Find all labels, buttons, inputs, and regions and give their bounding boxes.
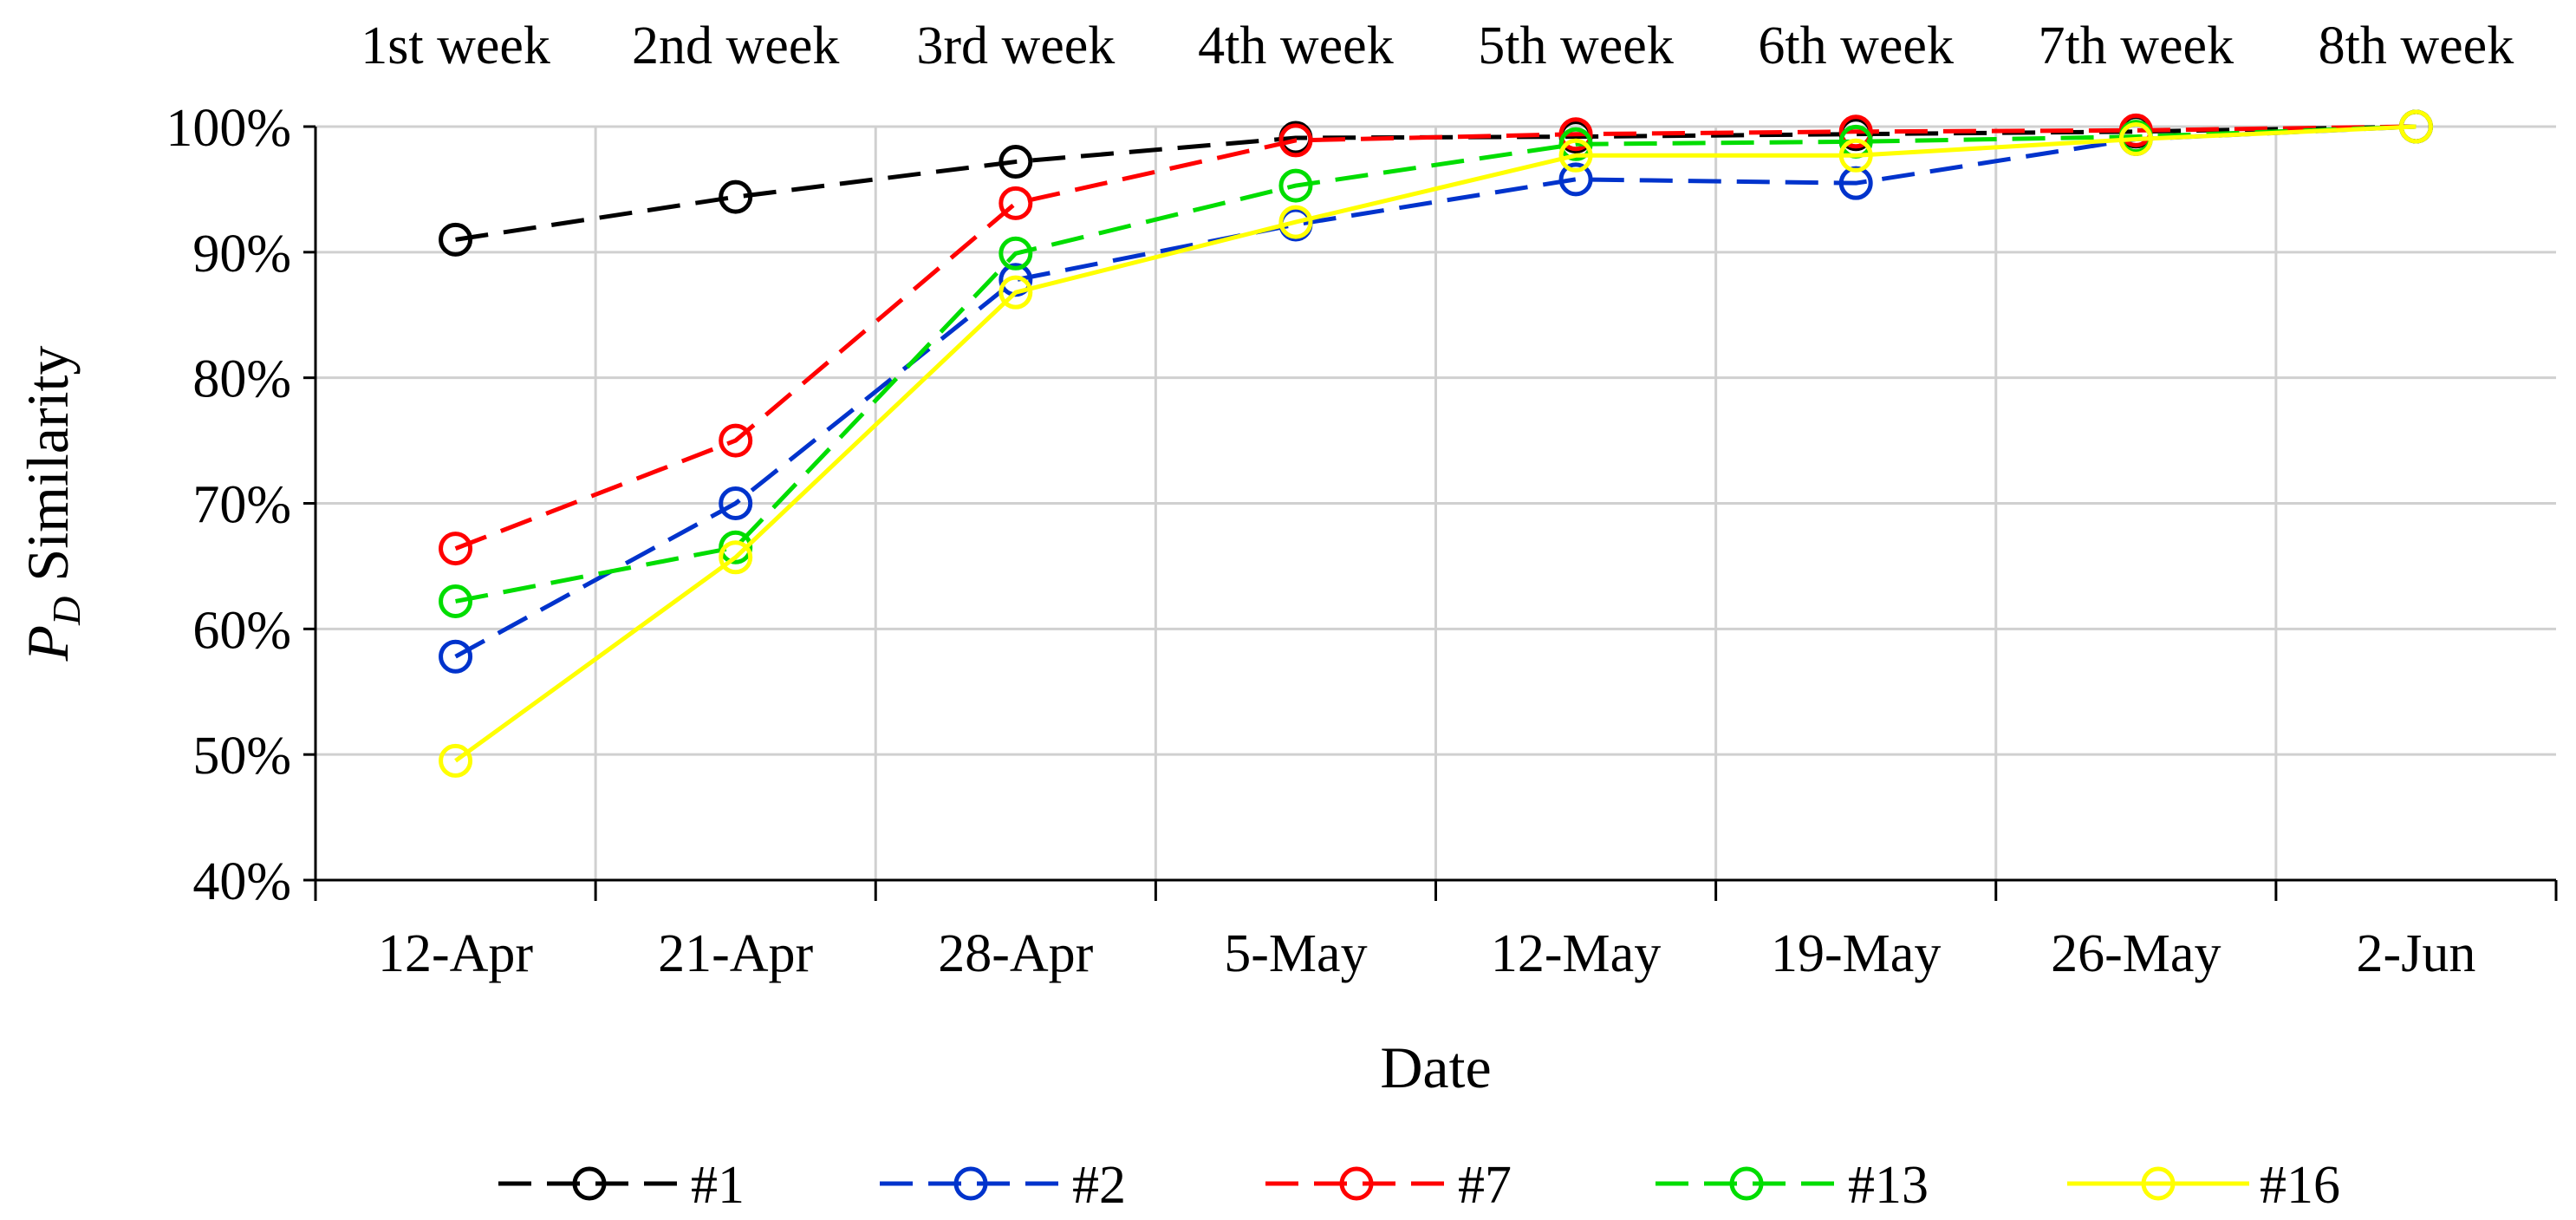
labels-layer: 40% 50% 60% 70% 80% 90% 100% 12-Apr 21-Apr 28-Apr… — [15, 16, 2514, 1100]
series-line — [454, 124, 2417, 551]
y-axis-title-main: P — [15, 625, 81, 662]
y-axis-title-subscript: D — [44, 597, 88, 626]
data-point — [999, 186, 1033, 220]
top-week-label: 6th week — [1758, 16, 1954, 75]
top-week-label: 8th week — [2319, 16, 2514, 75]
x-tick-label: 28-Apr — [938, 924, 1093, 983]
data-point — [1558, 138, 1593, 173]
data-point — [1278, 123, 1313, 158]
data-point — [999, 275, 1033, 310]
x-axis-title: Date — [1380, 1034, 1491, 1100]
legend-marker — [1339, 1166, 1374, 1201]
data-point — [439, 532, 473, 566]
data-point — [2398, 109, 2433, 144]
legend-marker — [2141, 1166, 2176, 1201]
legend-marker — [572, 1166, 607, 1201]
top-week-label: 1st week — [361, 16, 550, 75]
legend-entry: #7 — [1265, 1156, 1512, 1215]
x-tick-label: 12-May — [1491, 924, 1661, 983]
data-point — [719, 486, 753, 520]
data-point — [719, 423, 753, 458]
data-point — [439, 639, 473, 674]
x-tick-label: 12-Apr — [378, 924, 533, 983]
axes-layer — [303, 125, 2558, 901]
data-point — [2118, 121, 2153, 156]
y-tick-label: 80% — [192, 350, 291, 409]
y-axis-title-rest: Similarity — [15, 346, 81, 597]
x-tick-label: 2-Jun — [2357, 924, 2476, 983]
y-tick-label: 60% — [192, 601, 291, 660]
y-tick-label: 90% — [192, 225, 291, 284]
series-line — [454, 124, 2417, 659]
y-tick-label: 50% — [192, 727, 291, 786]
legend-marker — [1729, 1166, 1764, 1201]
top-week-label: 3rd week — [916, 16, 1115, 75]
series-4 — [439, 109, 2433, 778]
y-tick-label: 70% — [192, 476, 291, 535]
series-line — [455, 124, 2417, 603]
legend-marker — [953, 1166, 988, 1201]
y-tick-label: 40% — [192, 852, 291, 911]
data-point — [719, 530, 753, 564]
legend-entry: #16 — [2067, 1156, 2340, 1215]
y-tick-label: 100% — [166, 99, 291, 158]
legend: #1 #2 #7 #13 #16 — [498, 1156, 2340, 1215]
legend-entry: #13 — [1656, 1156, 1929, 1215]
series-3 — [439, 109, 2433, 618]
y-axis-title: PD Similarity — [15, 346, 88, 662]
data-point — [1838, 114, 1873, 149]
legend-label: #7 — [1458, 1156, 1512, 1215]
data-point — [439, 584, 473, 618]
legend-label: #2 — [1072, 1156, 1126, 1215]
data-point — [1838, 138, 1873, 173]
legend-entry: #1 — [498, 1156, 745, 1215]
top-week-label: 4th week — [1198, 16, 1394, 75]
data-point — [719, 540, 753, 575]
data-point — [999, 145, 1033, 179]
top-week-label: 5th week — [1478, 16, 1674, 75]
top-week-label: 7th week — [2039, 16, 2234, 75]
data-point — [1278, 205, 1313, 239]
legend-label: #13 — [1848, 1156, 1929, 1215]
data-point — [719, 179, 753, 214]
data-point — [1558, 117, 1593, 152]
data-point — [1278, 168, 1313, 203]
data-point — [1558, 162, 1593, 197]
legend-entry: #2 — [880, 1156, 1126, 1215]
data-point — [439, 743, 473, 778]
top-week-label: 2nd week — [632, 16, 839, 75]
x-tick-label: 5-May — [1224, 924, 1367, 983]
grid-layer — [315, 125, 2556, 880]
series-layer — [439, 109, 2433, 778]
series-line — [454, 124, 2417, 763]
x-tick-label: 26-May — [2051, 924, 2221, 983]
legend-label: #1 — [691, 1156, 745, 1215]
x-tick-label: 19-May — [1771, 924, 1941, 983]
data-point — [999, 236, 1033, 271]
legend-label: #16 — [2260, 1156, 2340, 1215]
data-point — [1558, 127, 1593, 161]
data-point — [439, 222, 473, 257]
x-tick-label: 21-Apr — [658, 924, 813, 983]
